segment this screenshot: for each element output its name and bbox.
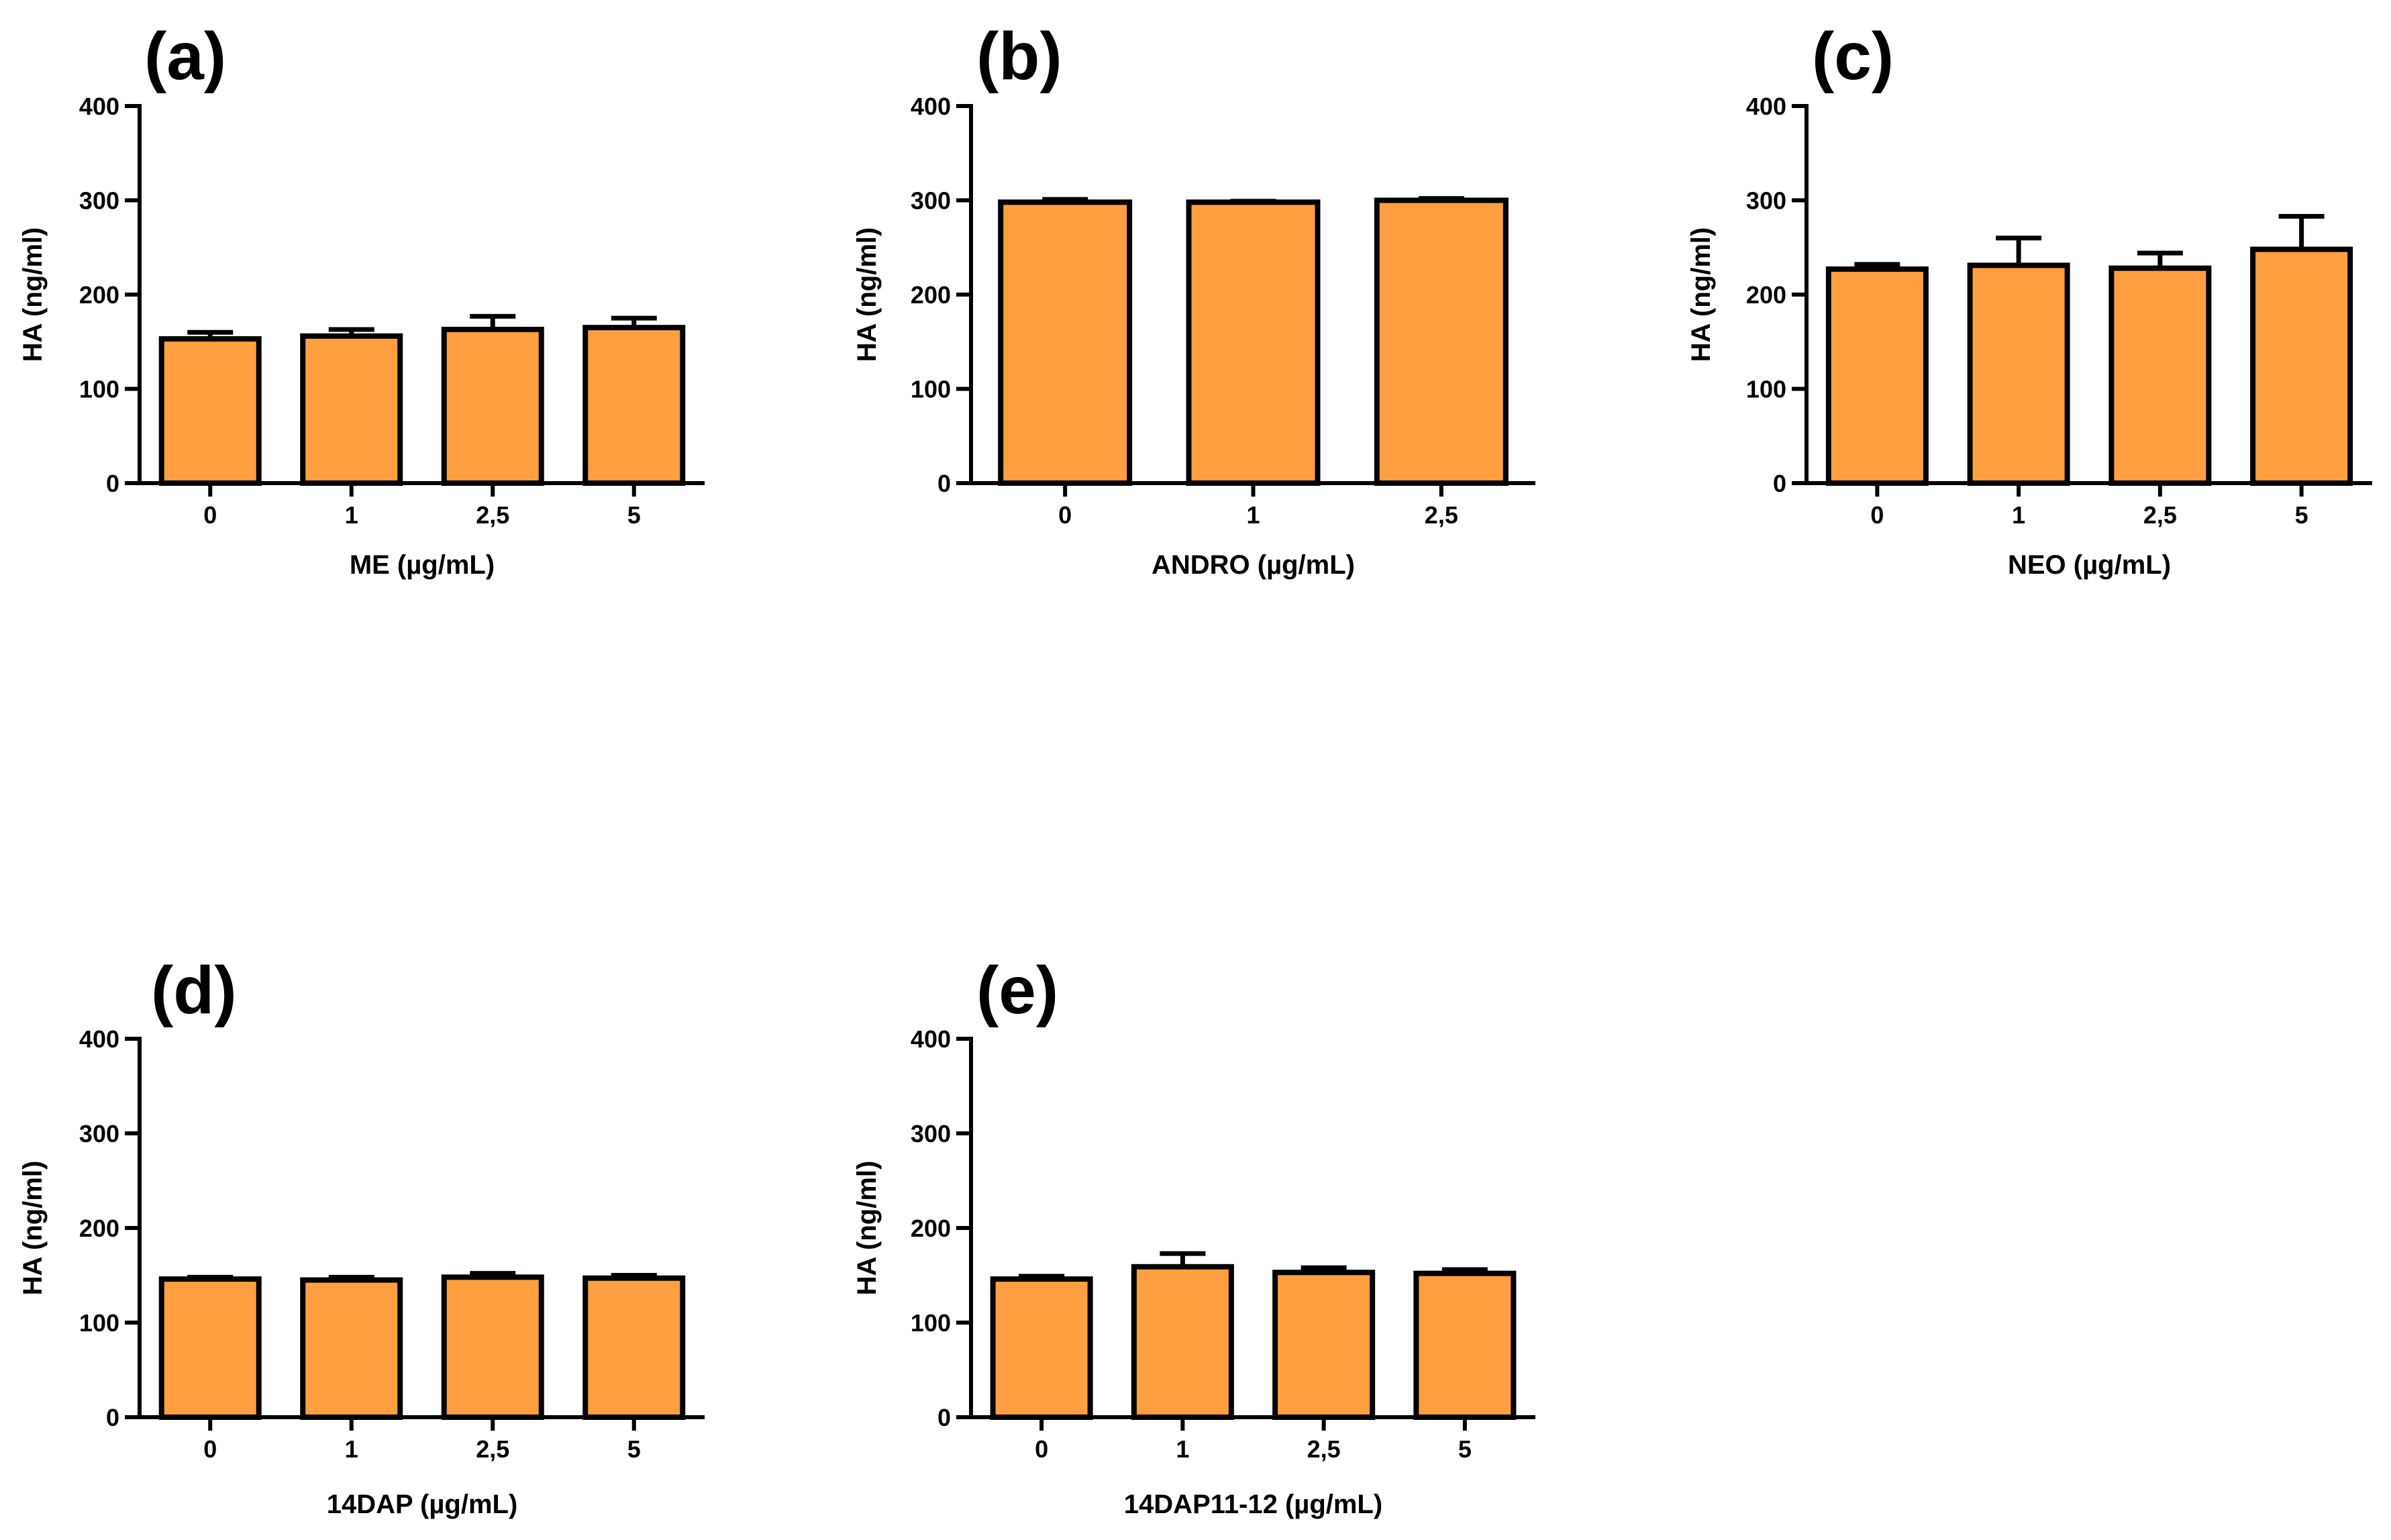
y-tick-label: 400 [79, 1025, 119, 1053]
x-tick-label: 2,5 [1307, 1435, 1341, 1463]
y-axis-title: HA (ng/ml) [18, 1161, 48, 1296]
y-axis-title: HA (ng/ml) [852, 1161, 882, 1296]
x-tick-label: 0 [1870, 501, 1884, 529]
y-tick-label: 400 [911, 93, 951, 120]
x-tick-label: 1 [2012, 501, 2025, 529]
chart-panel-d: (d) 0 100 200 300 400 HA (ng/ml) 0 1 2,5 5 14DAP (µ… [18, 953, 705, 1519]
x-tick-label: 2,5 [2143, 501, 2177, 529]
y-tick-label: 0 [1773, 470, 1786, 497]
x-tick-label: 2,5 [476, 1435, 509, 1463]
y-tick-label: 100 [911, 1309, 951, 1337]
y-tick-label: 0 [937, 1404, 951, 1431]
y-tick-label: 400 [1746, 93, 1786, 120]
panel-letter: (a) [144, 19, 226, 94]
x-tick-label: 1 [345, 1435, 358, 1463]
x-axis-title: ME (µg/mL) [350, 550, 495, 580]
x-axis-title: NEO (µg/mL) [2008, 550, 2171, 580]
bar-2 [2108, 265, 2212, 486]
panel-letter: (b) [976, 19, 1062, 94]
bar-3 [2250, 246, 2353, 486]
bar-2 [441, 326, 544, 486]
bar-2 [1374, 197, 1509, 486]
x-tick-label: 2,5 [476, 501, 509, 529]
bar-3 [1413, 1270, 1517, 1421]
bar-0 [158, 336, 262, 486]
y-tick-label: 300 [79, 187, 119, 215]
chart-panel-a: (a) 0 100 200 300 400 HA (ng/ml) 0 1 2,5 5 ME (µg/m… [18, 19, 705, 580]
x-tick-label: 0 [1035, 1435, 1048, 1463]
y-tick-label: 0 [106, 1404, 119, 1431]
y-tick-label: 400 [911, 1025, 951, 1053]
bar-1 [300, 1277, 403, 1421]
x-tick-label: 0 [203, 1435, 217, 1463]
y-tick-label: 200 [911, 281, 951, 309]
bar-1 [1967, 262, 2070, 486]
panel-letter: (e) [976, 953, 1058, 1028]
y-tick-label: 100 [79, 1309, 119, 1337]
panel-letter: (c) [1812, 19, 1894, 94]
y-tick-label: 100 [911, 376, 951, 403]
y-axis-title: HA (ng/ml) [852, 227, 882, 362]
bar-1 [300, 333, 403, 486]
x-tick-label: 1 [1176, 1435, 1189, 1463]
x-tick-label: 1 [1246, 501, 1260, 529]
bar-2 [1272, 1270, 1376, 1421]
chart-panel-e: (e) 0 100 200 300 400 HA (ng/ml) 0 1 2,5 5 14DAP11-… [852, 953, 1535, 1519]
y-tick-label: 100 [1746, 376, 1786, 403]
panel-letter: (d) [151, 953, 237, 1028]
bar-0 [1825, 266, 1929, 486]
bar-0 [990, 1276, 1093, 1421]
y-tick-label: 300 [79, 1120, 119, 1147]
x-axis-title: ANDRO (µg/mL) [1152, 550, 1355, 580]
bar-0 [158, 1276, 262, 1421]
y-axis-title: HA (ng/ml) [18, 227, 48, 362]
x-tick-label: 5 [2295, 501, 2308, 529]
y-tick-label: 300 [911, 1120, 951, 1147]
y-tick-label: 0 [937, 470, 951, 497]
y-axis-title: HA (ng/ml) [1686, 227, 1716, 362]
x-tick-label: 0 [203, 501, 217, 529]
y-tick-label: 200 [79, 281, 119, 309]
x-tick-label: 5 [1458, 1435, 1472, 1463]
chart-panel-b: (b) 0 100 200 300 400 HA (ng/ml) 0 1 2,5 ANDRO (µg… [852, 19, 1535, 580]
bar-1 [1186, 199, 1321, 486]
y-tick-label: 200 [911, 1215, 951, 1242]
y-tick-label: 200 [79, 1215, 119, 1242]
bar-2 [441, 1274, 544, 1420]
x-tick-label: 5 [627, 1435, 641, 1463]
y-tick-label: 400 [79, 93, 119, 120]
chart-panel-c: (c) 0 100 200 300 400 HA (ng/ml) 0 1 2,5 5 NEO (µg/… [1686, 19, 2372, 580]
bar-0 [998, 199, 1133, 486]
y-tick-label: 200 [1746, 281, 1786, 309]
x-tick-label: 2,5 [1425, 501, 1458, 529]
x-axis-title: 14DAP (µg/mL) [327, 1490, 518, 1519]
x-tick-label: 0 [1058, 501, 1072, 529]
y-tick-label: 0 [106, 470, 119, 497]
bar-3 [582, 325, 686, 486]
x-tick-label: 1 [345, 501, 358, 529]
x-axis-title: 14DAP11-12 (µg/mL) [1124, 1490, 1382, 1519]
bar-3 [582, 1275, 686, 1420]
bar-1 [1131, 1264, 1234, 1421]
y-tick-label: 100 [79, 376, 119, 403]
y-tick-label: 300 [911, 187, 951, 215]
y-tick-label: 300 [1746, 187, 1786, 215]
x-tick-label: 5 [627, 501, 641, 529]
